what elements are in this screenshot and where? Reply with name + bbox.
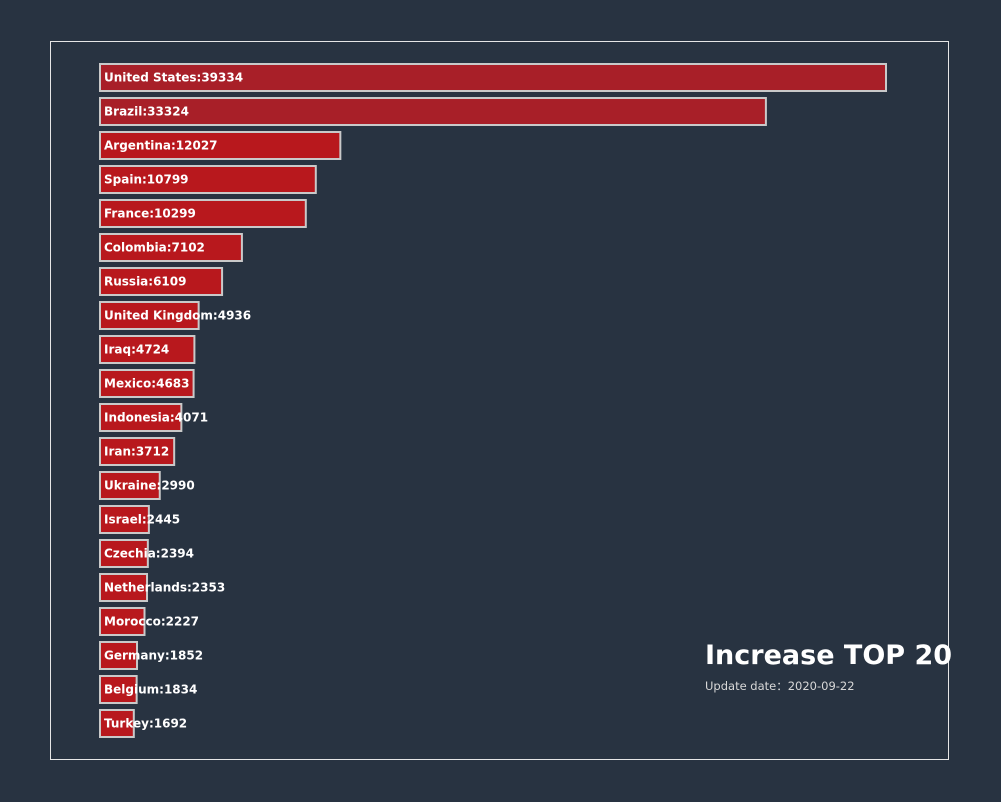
bar-belgium xyxy=(99,675,138,704)
labels-group: United States:39334 Brazil:33324 Argentina… xyxy=(104,71,251,731)
bar-mexico xyxy=(99,369,195,398)
bar-turkey xyxy=(99,709,135,738)
chart-title: Increase TOP 20 xyxy=(705,640,953,671)
update-date: Update date：2020-09-22 xyxy=(705,679,855,693)
bar-morocco xyxy=(99,607,146,636)
bar-united-kingdom xyxy=(99,301,200,330)
bar-ukraine xyxy=(99,471,161,500)
bar-iraq xyxy=(99,335,196,364)
bar-label-argentina: Argentina:12027 xyxy=(104,139,218,153)
bar-label-indonesia: Indonesia:4071 xyxy=(104,411,208,425)
bar-label-united-kingdom: United Kingdom:4936 xyxy=(104,309,251,323)
bar-label-czechia: Czechia:2394 xyxy=(104,547,194,561)
bar-argentina xyxy=(99,131,342,160)
bar-colombia xyxy=(99,233,243,262)
bar-label-russia: Russia:6109 xyxy=(104,275,186,289)
bar-label-belgium: Belgium:1834 xyxy=(104,683,197,697)
bar-germany xyxy=(99,641,139,670)
bar-label-netherlands: Netherlands:2353 xyxy=(104,581,225,595)
bar-france xyxy=(99,199,307,228)
bar-israel xyxy=(99,505,150,534)
bar-label-colombia: Colombia:7102 xyxy=(104,241,205,255)
bar-label-germany: Germany:1852 xyxy=(104,649,203,663)
title-block: Increase TOP 20 Update date：2020-09-22 xyxy=(705,638,952,694)
bar-czechia xyxy=(99,539,149,568)
bar-united-states xyxy=(99,63,887,92)
bar-label-israel: Israel:2445 xyxy=(104,513,180,527)
bar-brazil xyxy=(99,97,767,126)
bar-label-ukraine: Ukraine:2990 xyxy=(104,479,195,493)
bar-label-morocco: Morocco:2227 xyxy=(104,615,199,629)
bar-iran xyxy=(99,437,176,466)
bar-label-iraq: Iraq:4724 xyxy=(104,343,169,357)
bar-spain xyxy=(99,165,317,194)
bars-group xyxy=(99,63,887,738)
bar-label-turkey: Turkey:1692 xyxy=(104,717,187,731)
bar-label-france: France:10299 xyxy=(104,207,196,221)
bar-label-united-states: United States:39334 xyxy=(104,71,243,85)
bar-label-mexico: Mexico:4683 xyxy=(104,377,190,391)
bar-label-iran: Iran:3712 xyxy=(104,445,169,459)
bar-label-brazil: Brazil:33324 xyxy=(104,105,189,119)
bar-indonesia xyxy=(99,403,183,432)
bar-netherlands xyxy=(99,573,149,602)
bar-label-spain: Spain:10799 xyxy=(104,173,189,187)
chart-frame xyxy=(50,41,949,760)
bar-russia xyxy=(99,267,224,296)
